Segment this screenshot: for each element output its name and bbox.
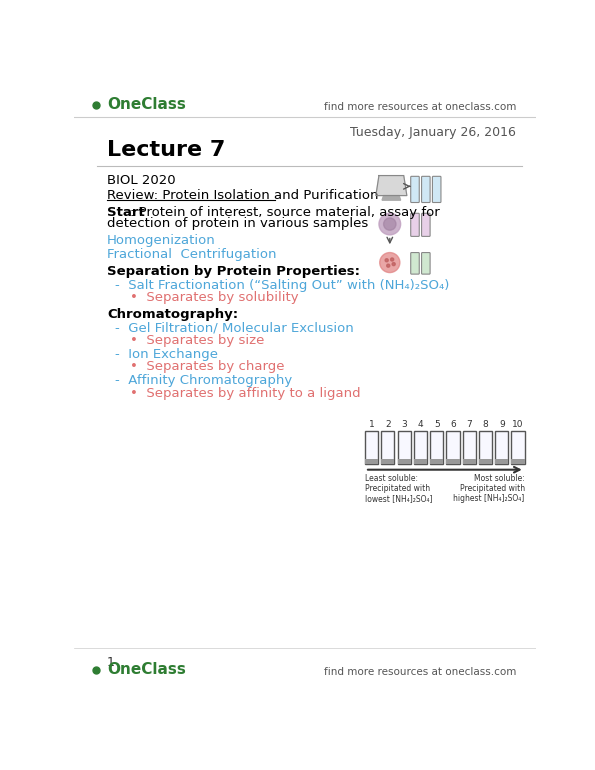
- Text: find more resources at oneclass.com: find more resources at oneclass.com: [324, 667, 516, 677]
- Text: Least soluble:
Precipitated with
lowest [NH₄]₂SO₄]: Least soluble: Precipitated with lowest …: [365, 474, 433, 504]
- Text: : Protein of interest, source material, assay for: : Protein of interest, source material, …: [130, 206, 440, 219]
- FancyBboxPatch shape: [422, 253, 430, 274]
- Text: Homogenization: Homogenization: [107, 234, 215, 247]
- Circle shape: [385, 259, 389, 262]
- Text: 10: 10: [512, 420, 524, 429]
- Text: -  Salt Fractionation (“Salting Out” with (NH₄)₂SO₄): - Salt Fractionation (“Salting Out” with…: [115, 279, 449, 292]
- Text: 8: 8: [483, 420, 488, 429]
- FancyBboxPatch shape: [414, 431, 427, 464]
- Text: Fractional  Centrifugation: Fractional Centrifugation: [107, 248, 277, 261]
- Text: BIOL 2020: BIOL 2020: [107, 174, 176, 187]
- FancyBboxPatch shape: [446, 431, 459, 464]
- Polygon shape: [376, 176, 407, 196]
- Circle shape: [387, 264, 390, 267]
- Text: •  Separates by affinity to a ligand: • Separates by affinity to a ligand: [130, 387, 361, 400]
- FancyBboxPatch shape: [479, 459, 492, 464]
- Circle shape: [392, 263, 395, 266]
- Text: -  Gel Filtration/ Molecular Exclusion: - Gel Filtration/ Molecular Exclusion: [115, 322, 353, 335]
- Text: detection of protein in various samples: detection of protein in various samples: [107, 217, 368, 230]
- FancyBboxPatch shape: [381, 459, 394, 464]
- Text: Review: Protein Isolation and Purification: Review: Protein Isolation and Purificati…: [107, 189, 378, 203]
- FancyBboxPatch shape: [463, 459, 476, 464]
- Text: -  Affinity Chromatography: - Affinity Chromatography: [115, 374, 292, 387]
- Text: •  Separates by size: • Separates by size: [130, 334, 265, 347]
- FancyBboxPatch shape: [512, 431, 525, 464]
- Polygon shape: [382, 196, 400, 200]
- FancyBboxPatch shape: [430, 459, 443, 464]
- FancyBboxPatch shape: [422, 176, 430, 203]
- FancyBboxPatch shape: [446, 459, 459, 464]
- FancyBboxPatch shape: [495, 459, 508, 464]
- Text: 4: 4: [418, 420, 423, 429]
- Text: •  Separates by solubility: • Separates by solubility: [130, 291, 299, 304]
- Text: Separation by Protein Properties:: Separation by Protein Properties:: [107, 265, 360, 278]
- Circle shape: [384, 218, 396, 230]
- Text: 3: 3: [401, 420, 407, 429]
- Text: OneClass: OneClass: [107, 97, 186, 112]
- Text: 9: 9: [499, 420, 505, 429]
- FancyBboxPatch shape: [463, 431, 476, 464]
- Text: Tuesday, January 26, 2016: Tuesday, January 26, 2016: [350, 126, 516, 139]
- Circle shape: [380, 253, 400, 273]
- FancyBboxPatch shape: [365, 459, 378, 464]
- Text: 2: 2: [385, 420, 391, 429]
- FancyBboxPatch shape: [422, 213, 430, 236]
- FancyBboxPatch shape: [414, 459, 427, 464]
- Text: 7: 7: [466, 420, 472, 429]
- Text: 5: 5: [434, 420, 440, 429]
- Text: 6: 6: [450, 420, 456, 429]
- Text: •  Separates by charge: • Separates by charge: [130, 360, 284, 373]
- Circle shape: [390, 258, 394, 261]
- Text: find more resources at oneclass.com: find more resources at oneclass.com: [324, 102, 516, 112]
- Text: Chromatography:: Chromatography:: [107, 308, 238, 321]
- FancyBboxPatch shape: [365, 431, 378, 464]
- FancyBboxPatch shape: [411, 253, 419, 274]
- FancyBboxPatch shape: [381, 431, 394, 464]
- Text: Most soluble:
Precipitated with
highest [NH₄]₂SO₄]: Most soluble: Precipitated with highest …: [453, 474, 525, 504]
- Text: 1: 1: [107, 656, 115, 669]
- Text: OneClass: OneClass: [107, 662, 186, 678]
- FancyBboxPatch shape: [479, 431, 492, 464]
- FancyBboxPatch shape: [495, 431, 508, 464]
- FancyBboxPatch shape: [512, 459, 525, 464]
- FancyBboxPatch shape: [411, 213, 419, 236]
- FancyBboxPatch shape: [397, 431, 411, 464]
- Text: 1: 1: [369, 420, 374, 429]
- FancyBboxPatch shape: [430, 431, 443, 464]
- Text: -  Ion Exchange: - Ion Exchange: [115, 348, 218, 361]
- FancyBboxPatch shape: [397, 459, 411, 464]
- FancyBboxPatch shape: [411, 176, 419, 203]
- Text: Start: Start: [107, 206, 145, 219]
- FancyBboxPatch shape: [433, 176, 441, 203]
- Circle shape: [379, 213, 400, 235]
- Text: Lecture 7: Lecture 7: [107, 140, 226, 160]
